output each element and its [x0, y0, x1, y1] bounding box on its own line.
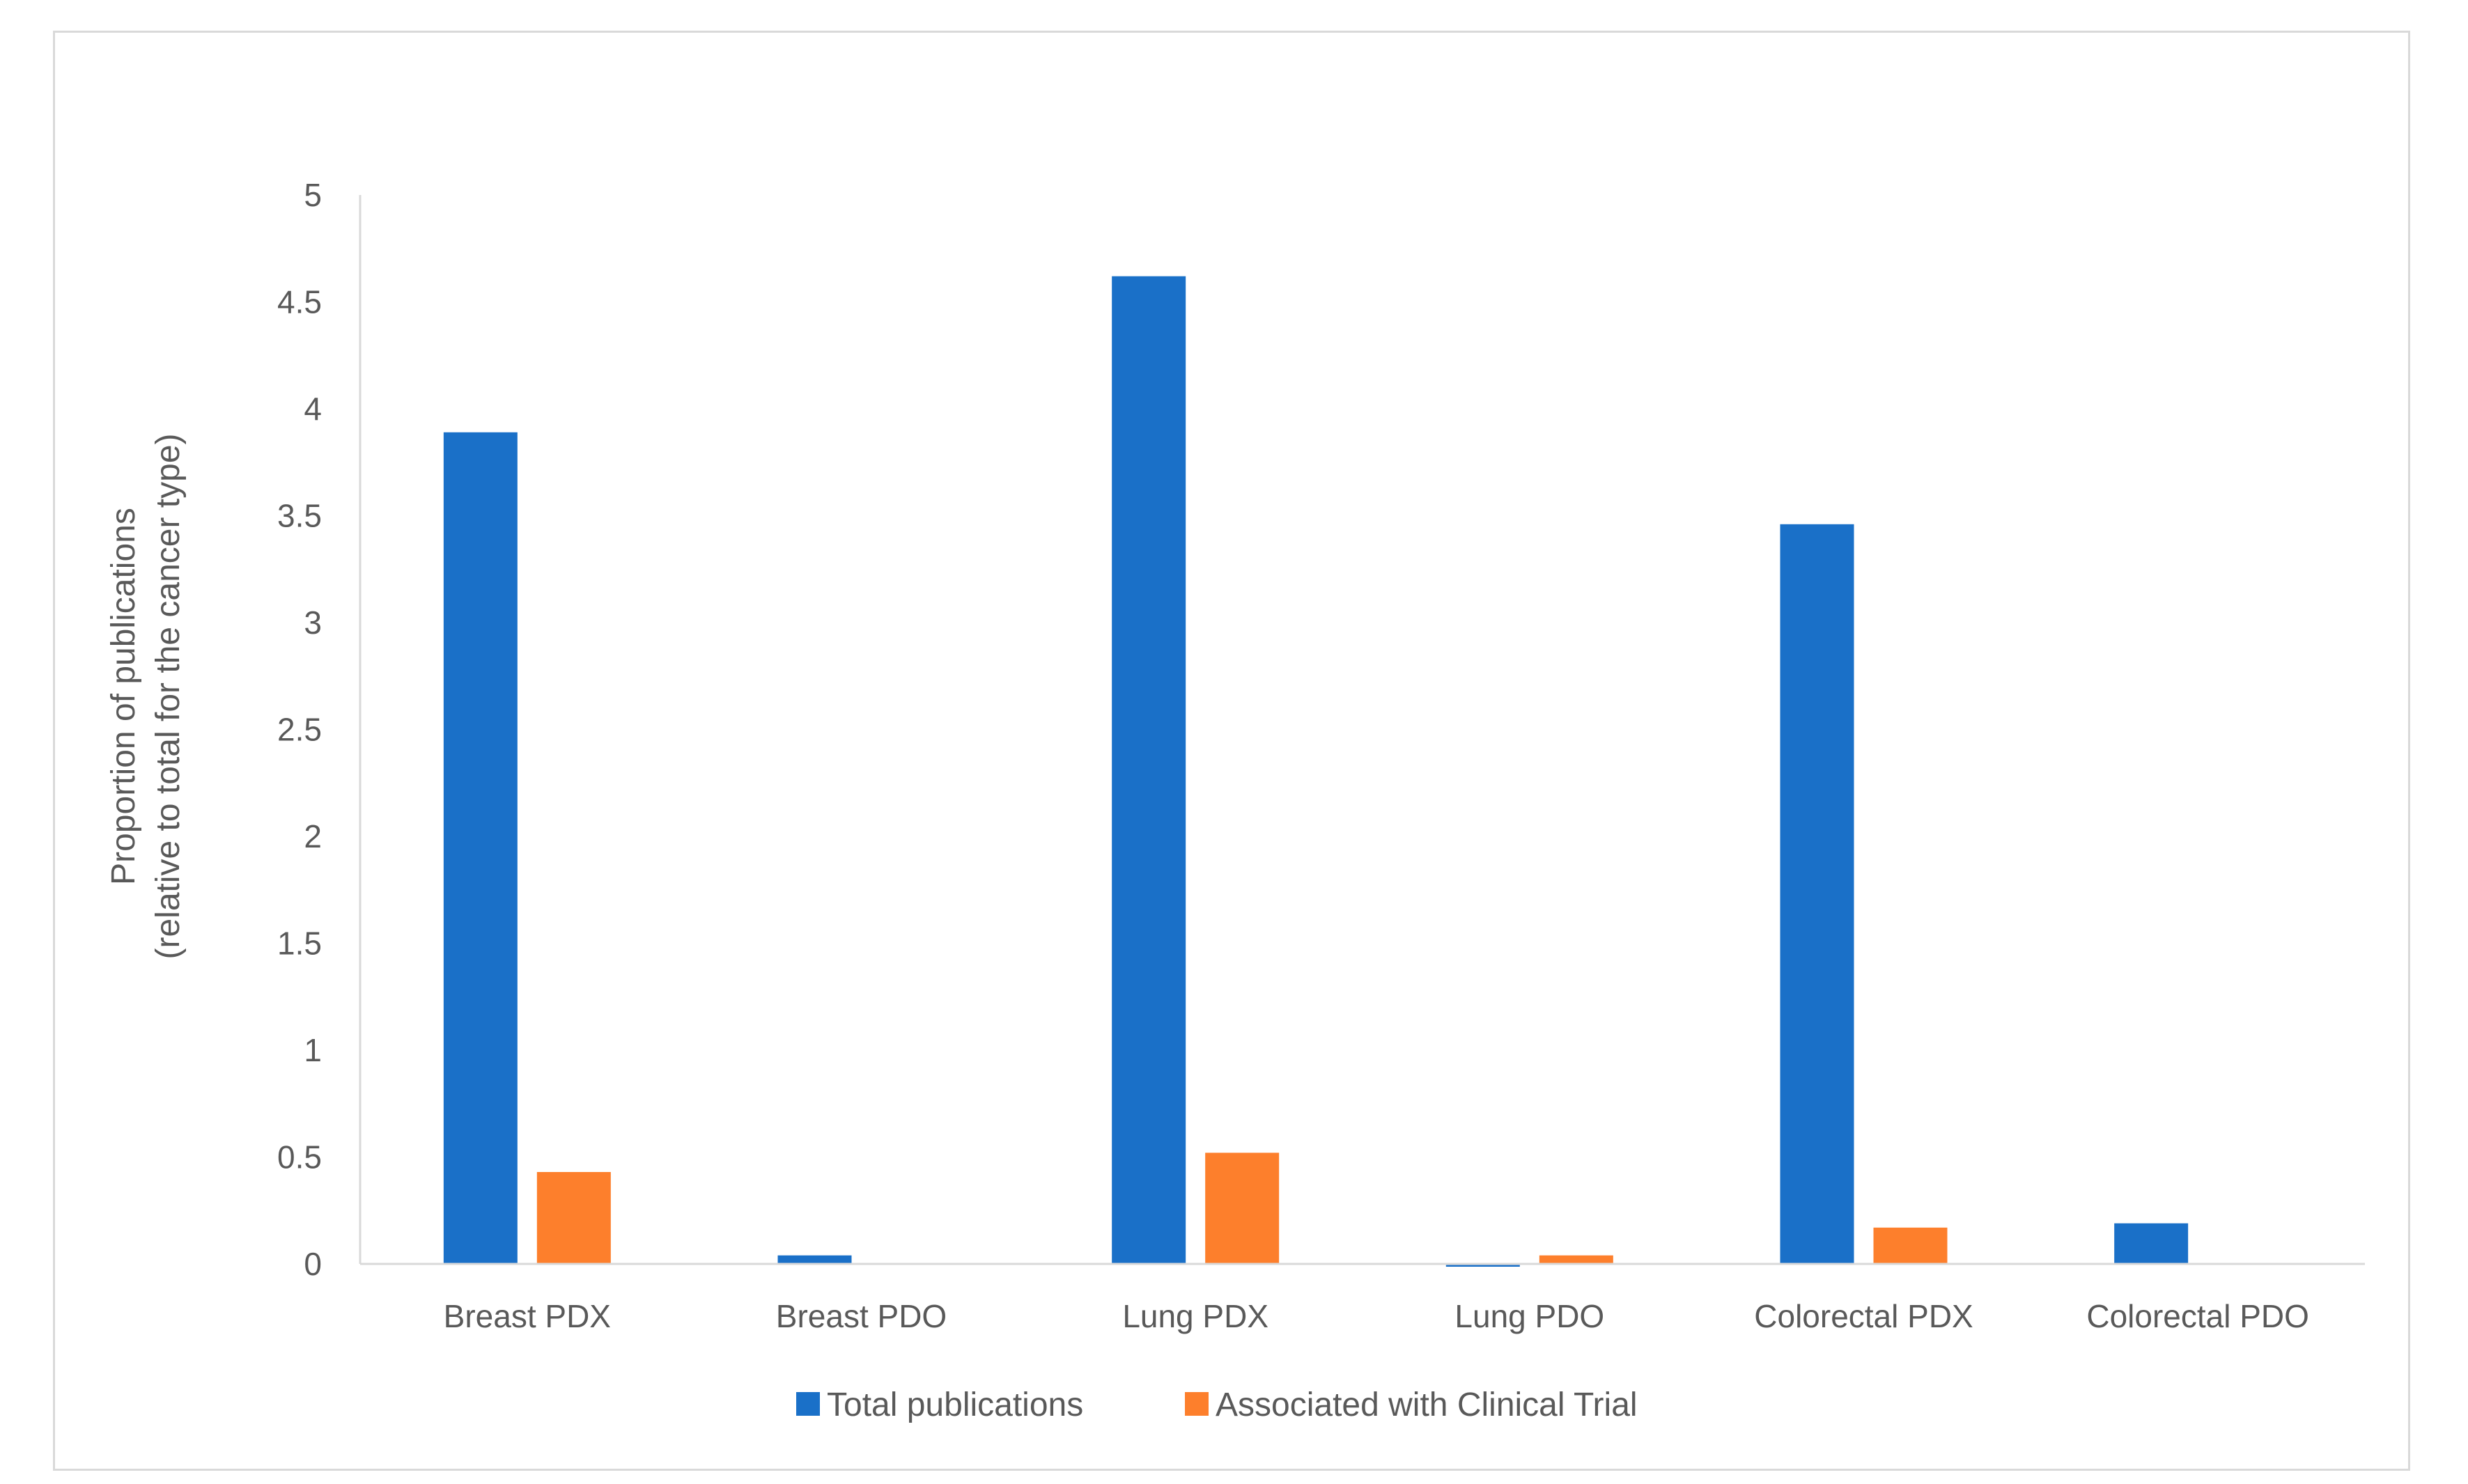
x-category-label: Breast PDO: [776, 1298, 947, 1334]
x-category-label: Colorectal PDX: [1754, 1298, 1973, 1334]
y-tick-label: 4.5: [277, 284, 322, 320]
bar-clinical-trial-2: [1205, 1153, 1280, 1264]
y-tick-label: 2.5: [277, 712, 322, 748]
legend-label-clinical-trial: Associated with Clinical Trial: [1216, 1387, 1638, 1423]
bar-total-1: [777, 1255, 852, 1264]
y-tick-label: 1.5: [277, 925, 322, 962]
bar-clinical-trial-3: [1539, 1255, 1613, 1264]
bar-total-2: [1112, 276, 1186, 1264]
bar-total-5: [2114, 1223, 2189, 1264]
y-tick-label: 1: [304, 1032, 322, 1068]
y-tick-label: 3: [304, 604, 322, 641]
x-category-label: Lung PDO: [1454, 1298, 1604, 1334]
legend-swatch-clinical-trial: [1185, 1392, 1209, 1416]
y-axis-title: Proportion of publications (relative to …: [105, 433, 187, 959]
legend-swatch-total: [796, 1392, 820, 1416]
legend: Total publications Associated with Clinic…: [796, 1387, 1638, 1423]
y-tick-label: 0.5: [277, 1139, 322, 1176]
bar-clinical-trial-0: [536, 1171, 611, 1264]
legend-label-total: Total publications: [827, 1387, 1083, 1423]
y-axis-title-line-1: Proportion of publications: [105, 508, 142, 885]
y-tick-label: 5: [304, 177, 322, 213]
bar-total-0: [443, 432, 518, 1264]
y-axis-title-line-2: (relative to total for the cancer type): [150, 433, 187, 959]
y-tick-label: 4: [304, 391, 322, 427]
y-axis-ticks: 0 0.5 1 1.5 2 2.5 3 3.5 4 4.5 5: [277, 177, 322, 1282]
bar-total-3: [1445, 1264, 1520, 1267]
y-tick-label: 3.5: [277, 498, 322, 534]
x-axis-categories: Breast PDX Breast PDO Lung PDX Lung PDO Colo…: [444, 1298, 2309, 1334]
y-tick-label: 2: [304, 818, 322, 854]
bars: [443, 276, 2189, 1267]
x-category-label: Breast PDX: [444, 1298, 611, 1334]
x-category-label: Colorectal PDO: [2086, 1298, 2309, 1334]
bar-clinical-trial-4: [1873, 1227, 1948, 1264]
bar-total-4: [1780, 524, 1854, 1264]
x-category-label: Lung PDX: [1122, 1298, 1268, 1334]
y-tick-label: 0: [304, 1246, 322, 1282]
